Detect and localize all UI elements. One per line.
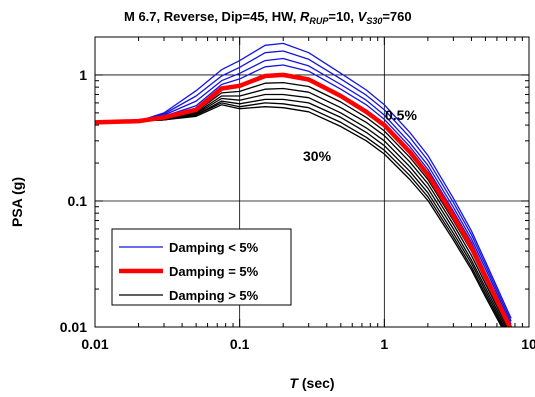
x-tick-label: 0.01 [81,336,108,352]
y-axis-label: PSA (g) [9,177,25,227]
x-tick-label: 1 [380,336,388,352]
chart-title: M 6.7, Reverse, Dip=45, HW, RRUP=10, VS3… [124,9,412,26]
series-line-damping-0-5 [95,42,512,319]
y-tick-label: 0.01 [60,319,87,335]
series-line-damping-15 [95,93,507,327]
y-tick-label: 0.1 [68,193,88,209]
legend-box [111,228,292,306]
y-tick-label: 1 [79,67,87,83]
series-line-damping-2 [95,57,512,325]
series-layer [95,42,513,327]
legend-label-below-5: Damping < 5% [169,240,259,255]
series-line-damping-10 [95,87,508,327]
series-line-damping-5 [95,72,513,327]
annotation-max-damping: 30% [303,148,332,164]
series-line-damping-30 [95,104,503,327]
legend-label-equal-5: Damping = 5% [169,264,259,279]
series-line-damping-1 [95,50,512,322]
legend: Damping < 5% Damping = 5% Damping > 5% [111,228,292,306]
annotation-min-damping: 0.5% [385,107,417,123]
x-tick-label: 0.1 [230,336,250,352]
series-line-damping-3 [95,64,512,327]
tick-labels: 0.01 0.1 1 10 0.01 0.1 1 [60,67,535,352]
plot-frame [94,36,530,328]
legend-label-above-5: Damping > 5% [169,288,259,303]
x-axis-label: T (sec) [289,375,334,391]
x-tick-label: 10 [521,336,535,352]
series-line-damping-25 [95,102,504,327]
